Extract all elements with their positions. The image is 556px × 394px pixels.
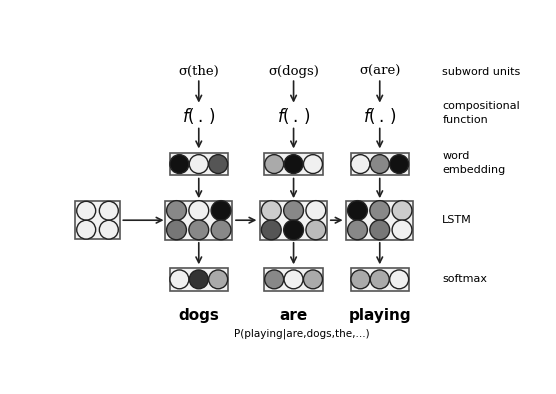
Ellipse shape	[306, 201, 326, 220]
Ellipse shape	[284, 155, 303, 173]
Ellipse shape	[265, 155, 284, 173]
Bar	[346, 201, 413, 240]
Bar	[260, 201, 327, 240]
Ellipse shape	[390, 270, 409, 289]
Text: word
embedding: word embedding	[442, 151, 505, 175]
Text: LSTM: LSTM	[442, 215, 472, 225]
Text: σ(dogs): σ(dogs)	[268, 65, 319, 78]
Bar	[170, 268, 228, 291]
Ellipse shape	[170, 155, 189, 173]
Ellipse shape	[261, 220, 281, 240]
Ellipse shape	[370, 155, 389, 173]
Text: $f(\,.\,)$: $f(\,.\,)$	[363, 106, 396, 126]
Bar	[265, 153, 322, 175]
Ellipse shape	[348, 201, 368, 220]
Ellipse shape	[189, 201, 208, 220]
Ellipse shape	[370, 201, 390, 220]
Ellipse shape	[208, 270, 227, 289]
Bar	[265, 268, 322, 291]
Ellipse shape	[392, 201, 412, 220]
Ellipse shape	[100, 201, 118, 220]
Text: compositional
function: compositional function	[442, 100, 520, 125]
Ellipse shape	[348, 220, 368, 240]
Ellipse shape	[211, 201, 231, 220]
Ellipse shape	[208, 155, 227, 173]
Ellipse shape	[170, 270, 189, 289]
Ellipse shape	[167, 220, 186, 240]
Bar	[351, 153, 409, 175]
Ellipse shape	[189, 155, 208, 173]
Ellipse shape	[351, 155, 370, 173]
Text: σ(are): σ(are)	[359, 65, 400, 78]
Text: softmax: softmax	[442, 274, 487, 284]
Ellipse shape	[100, 220, 118, 239]
Ellipse shape	[77, 220, 96, 239]
Text: are: are	[280, 308, 307, 323]
Ellipse shape	[304, 270, 322, 289]
Ellipse shape	[189, 220, 208, 240]
Text: $f(\,.\,)$: $f(\,.\,)$	[182, 106, 215, 126]
Ellipse shape	[304, 155, 322, 173]
Text: subword units: subword units	[442, 67, 520, 76]
Ellipse shape	[261, 201, 281, 220]
Ellipse shape	[189, 270, 208, 289]
Bar	[75, 201, 120, 239]
Ellipse shape	[370, 220, 390, 240]
Ellipse shape	[306, 220, 326, 240]
Text: $f(\,.\,)$: $f(\,.\,)$	[277, 106, 310, 126]
Ellipse shape	[284, 220, 304, 240]
Ellipse shape	[284, 201, 304, 220]
Text: σ(the): σ(the)	[178, 65, 219, 78]
Ellipse shape	[211, 220, 231, 240]
Text: playing: playing	[349, 308, 411, 323]
Ellipse shape	[284, 270, 303, 289]
Text: dogs: dogs	[178, 308, 219, 323]
Ellipse shape	[77, 201, 96, 220]
Ellipse shape	[392, 220, 412, 240]
Ellipse shape	[265, 270, 284, 289]
Bar	[170, 153, 228, 175]
Bar	[165, 201, 232, 240]
Ellipse shape	[167, 201, 186, 220]
Ellipse shape	[370, 270, 389, 289]
Ellipse shape	[351, 270, 370, 289]
Bar	[351, 268, 409, 291]
Text: P(playing|are,dogs,the,...): P(playing|are,dogs,the,...)	[235, 328, 370, 338]
Ellipse shape	[390, 155, 409, 173]
